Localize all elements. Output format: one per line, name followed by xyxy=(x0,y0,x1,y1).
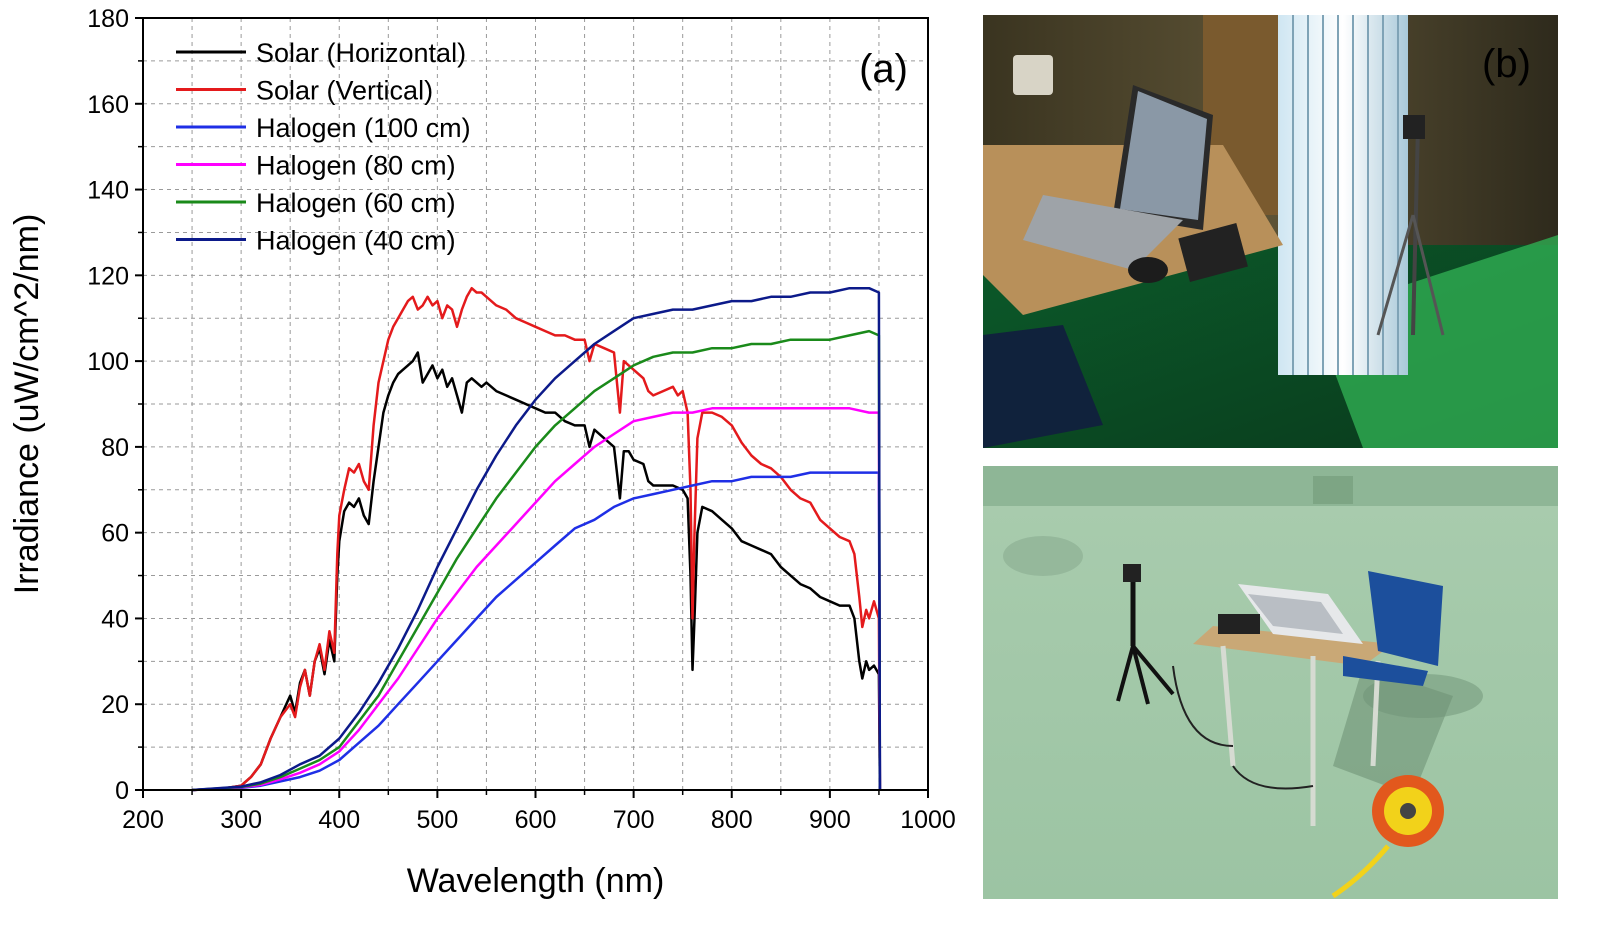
irradiance-chart: 200 300 400 500 600 700 800 900 1000 0 20 40 60 80 100… xyxy=(8,5,956,900)
x-tick-label: 800 xyxy=(711,806,753,834)
x-tick-label: 600 xyxy=(515,806,557,834)
y-tick-label: 160 xyxy=(87,91,129,119)
x-tick-label: 300 xyxy=(220,806,262,834)
grid xyxy=(143,18,928,790)
x-tick-label: 700 xyxy=(613,806,655,834)
y-tick-label: 140 xyxy=(87,177,129,205)
series-line xyxy=(192,286,882,792)
legend-label: Halogen (60 cm) xyxy=(256,188,456,218)
x-tick-label: 1000 xyxy=(900,806,956,834)
legend-label: Halogen (100 cm) xyxy=(256,113,471,143)
y-tick-label: 0 xyxy=(115,777,129,805)
outdoor-setup-photo xyxy=(983,466,1558,899)
panel-label-b: (b) xyxy=(1482,42,1531,86)
x-tick-label: 200 xyxy=(122,806,164,834)
x-tick-label: 500 xyxy=(417,806,459,834)
x-tick-label: 900 xyxy=(809,806,851,834)
y-axis-title: Irradiance (uW/cm^2/nm) xyxy=(8,214,46,595)
legend-label: Solar (Vertical) xyxy=(256,76,433,106)
series-group xyxy=(192,286,882,792)
legend-label: Solar (Horizontal) xyxy=(256,38,466,68)
series-line xyxy=(192,407,882,792)
ticks: 200 300 400 500 600 700 800 900 1000 0 20 40 60 80 100… xyxy=(87,5,956,834)
panel-label-a: (a) xyxy=(859,47,908,91)
y-tick-label: 100 xyxy=(87,348,129,376)
legend: Solar (Horizontal) Solar (Vertical) Haloge… xyxy=(176,38,471,256)
series-line xyxy=(192,329,882,792)
y-tick-label: 20 xyxy=(101,691,129,719)
legend-label: Halogen (40 cm) xyxy=(256,226,456,256)
y-tick-label: 80 xyxy=(101,434,129,462)
legend-label: Halogen (80 cm) xyxy=(256,151,456,181)
y-tick-label: 40 xyxy=(101,605,129,633)
x-axis-title: Wavelength (nm) xyxy=(407,862,665,900)
y-tick-label: 60 xyxy=(101,520,129,548)
y-tick-label: 180 xyxy=(87,5,129,33)
series-line xyxy=(192,286,882,792)
series-line xyxy=(192,471,882,792)
indoor-setup-photo xyxy=(983,15,1558,448)
y-tick-label: 120 xyxy=(87,262,129,290)
x-tick-label: 400 xyxy=(318,806,360,834)
